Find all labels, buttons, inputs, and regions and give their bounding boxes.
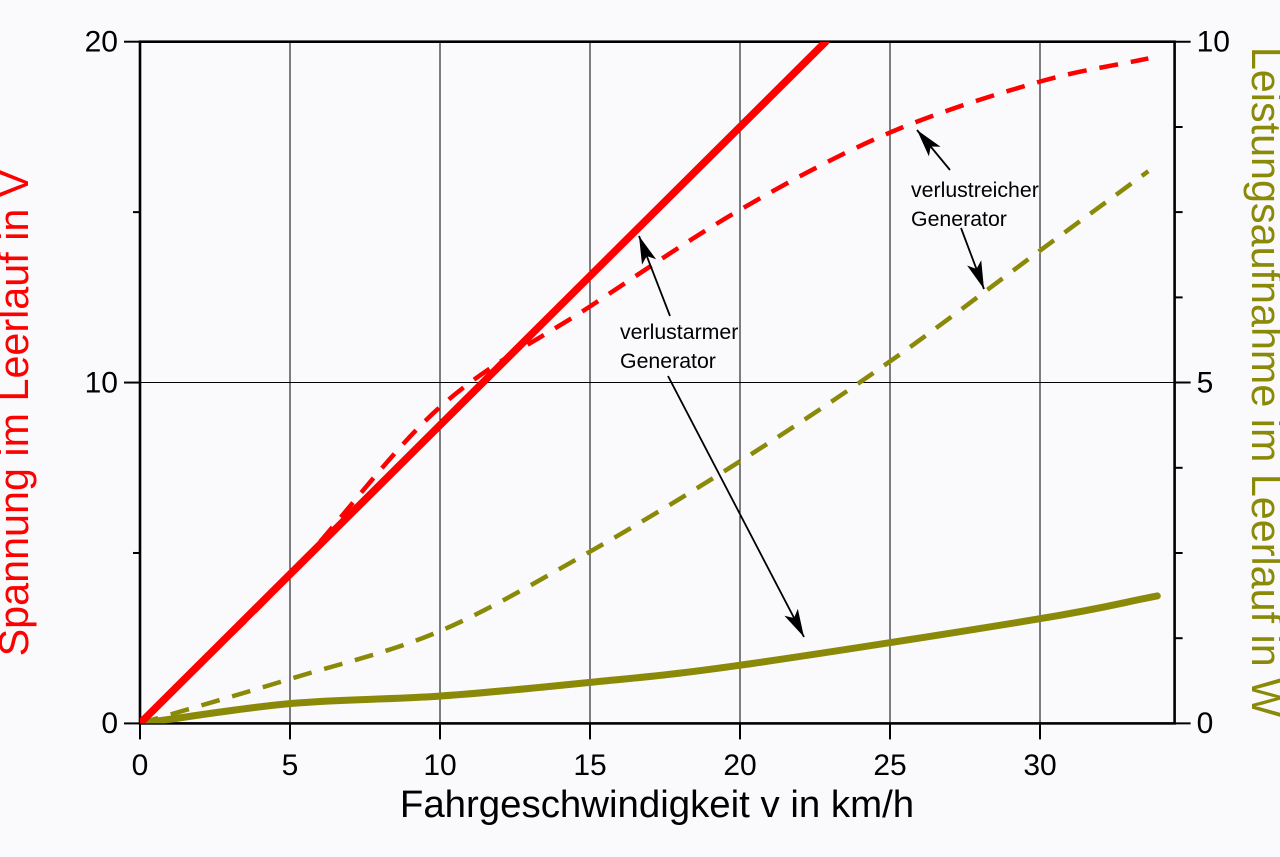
svg-text:5: 5 — [282, 749, 299, 782]
svg-text:Leistungsaufnahme im Leerlauf: Leistungsaufnahme im Leerlauf in W — [1243, 47, 1280, 717]
svg-text:10: 10 — [423, 749, 456, 782]
svg-text:Generator: Generator — [620, 349, 716, 373]
svg-text:0: 0 — [132, 749, 149, 782]
svg-text:Generator: Generator — [911, 207, 1007, 231]
svg-text:verlustarmer: verlustarmer — [620, 320, 738, 344]
svg-text:Spannung im Leerlauf in V: Spannung im Leerlauf in V — [0, 169, 37, 656]
svg-text:0: 0 — [1197, 707, 1214, 740]
svg-text:25: 25 — [873, 749, 906, 782]
svg-text:10: 10 — [85, 367, 118, 400]
svg-text:5: 5 — [1197, 367, 1214, 400]
svg-text:10: 10 — [1197, 26, 1230, 59]
svg-text:30: 30 — [1023, 749, 1056, 782]
svg-text:0: 0 — [101, 707, 118, 740]
svg-text:verlustreicher: verlustreicher — [911, 178, 1039, 202]
svg-text:15: 15 — [573, 749, 606, 782]
svg-text:20: 20 — [85, 26, 118, 59]
svg-text:20: 20 — [723, 749, 756, 782]
svg-text:Fahrgeschwindigkeit v in km/h: Fahrgeschwindigkeit v in km/h — [400, 783, 914, 826]
